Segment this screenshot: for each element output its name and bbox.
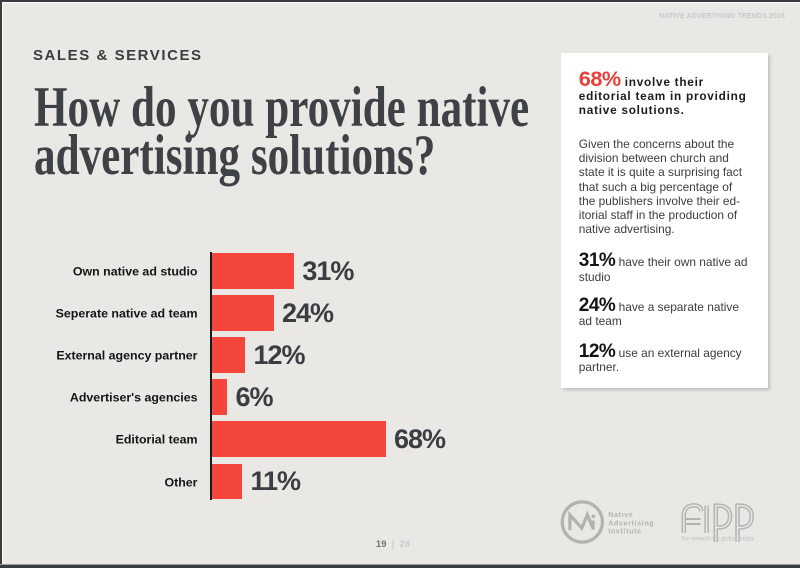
svg-text:the network for global media: the network for global media xyxy=(681,536,754,542)
svg-text:Advertising: Advertising xyxy=(608,520,654,527)
svg-text:Native: Native xyxy=(608,512,633,519)
svg-text:Institute: Institute xyxy=(608,529,642,536)
